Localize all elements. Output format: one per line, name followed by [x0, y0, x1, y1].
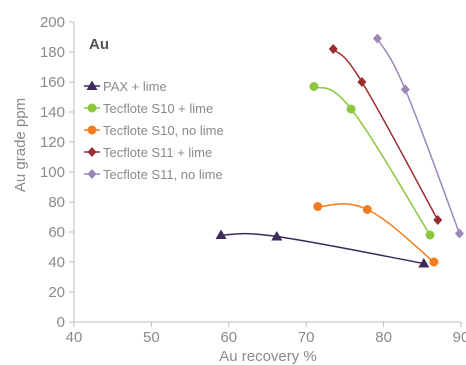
legend-marker — [87, 125, 97, 135]
legend-item: Tecflote S11, no lime — [84, 167, 223, 182]
y-tick-label: 200 — [40, 14, 65, 31]
y-tick-label: 100 — [40, 164, 65, 181]
legend-label: Tecflote S10, no lime — [103, 123, 224, 138]
legend-marker — [87, 169, 97, 179]
data-point — [400, 84, 410, 95]
legend-label: Tecflote S10 + lime — [103, 101, 213, 116]
data-point — [372, 33, 382, 44]
data-point — [357, 77, 367, 87]
data-point — [454, 228, 464, 239]
x-tick-label: 40 — [66, 329, 83, 346]
chart-annotation: Au — [89, 36, 109, 53]
data-point — [418, 258, 430, 268]
legend-label: Tecflote S11 + lime — [103, 145, 212, 160]
x-ticks: 40 50 60 70 80 90 — [66, 322, 466, 346]
y-tick-label: 0 — [57, 314, 65, 331]
x-tick-label: 90 — [453, 329, 466, 346]
legend-item: PAX + lime — [84, 79, 167, 94]
legend-marker — [87, 103, 97, 113]
data-point — [362, 205, 372, 214]
data-point — [429, 257, 439, 267]
y-tick-label: 40 — [48, 254, 65, 271]
x-tick-label: 80 — [375, 329, 392, 346]
data-point — [309, 82, 319, 91]
legend-item: Tecflote S11 + lime — [84, 145, 212, 160]
y-ticks: 0 20 40 60 80 100 120 140 160 180 200 — [40, 14, 74, 331]
legend-marker — [86, 80, 98, 90]
y-tick-label: 20 — [48, 284, 65, 301]
x-tick-label: 60 — [220, 329, 237, 346]
data-point — [215, 229, 227, 239]
y-tick-label: 60 — [48, 224, 65, 241]
legend-marker — [87, 147, 97, 157]
legend-label: PAX + lime — [103, 79, 167, 94]
legend-item: Tecflote S10 + lime — [84, 101, 213, 116]
series-line — [313, 85, 431, 236]
y-axis-title: Au grade ppm — [12, 98, 29, 192]
legend-label: Tecflote S11, no lime — [103, 167, 223, 182]
data-point — [433, 215, 443, 225]
data-point — [313, 202, 323, 211]
y-tick-label: 140 — [40, 104, 65, 121]
legend-item: Tecflote S10, no lime — [84, 123, 224, 138]
data-point — [346, 104, 356, 114]
data-point — [328, 44, 338, 54]
series-layer — [215, 33, 464, 268]
series-line — [221, 232, 424, 265]
y-tick-label: 120 — [40, 134, 65, 151]
legend: PAX + lime Tecflote S10 + lime Tecflote S1… — [84, 79, 224, 182]
series-line — [332, 48, 439, 221]
data-point — [271, 231, 283, 241]
data-point — [425, 230, 435, 240]
y-tick-label: 180 — [40, 44, 65, 61]
x-axis-title: Au recovery % — [219, 348, 317, 365]
y-tick-label: 160 — [40, 74, 65, 91]
series-line — [376, 38, 461, 234]
y-tick-label: 80 — [48, 194, 65, 211]
x-tick-label: 50 — [143, 329, 160, 346]
x-tick-label: 70 — [298, 329, 315, 346]
